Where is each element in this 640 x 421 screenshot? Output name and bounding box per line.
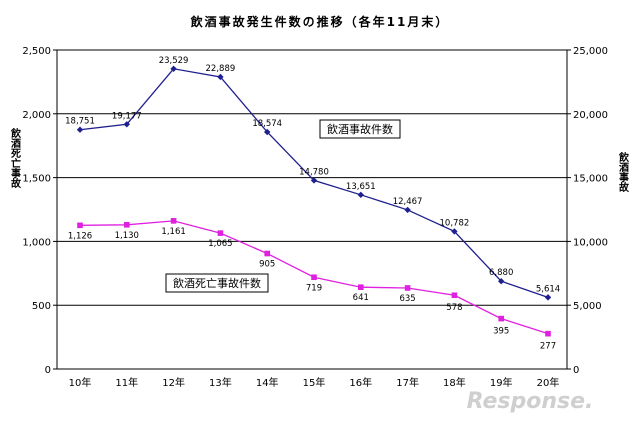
axes xyxy=(56,50,568,370)
series-point-1 xyxy=(544,294,552,301)
legend-label-2: 飲酒死亡事故件数 xyxy=(173,276,261,290)
series-point-2 xyxy=(358,284,364,291)
data-label-2: 719 xyxy=(306,283,322,293)
left-tick-label: 2,500 xyxy=(22,46,51,57)
data-label-1: 23,529 xyxy=(159,56,189,66)
x-tick-label: 20年 xyxy=(537,376,560,389)
x-tick-label: 17年 xyxy=(396,376,419,389)
data-label-1: 18,751 xyxy=(65,117,95,127)
series-point-2 xyxy=(311,274,317,281)
left-tick-label: 500 xyxy=(32,301,51,312)
data-label-2: 578 xyxy=(446,303,462,313)
x-axis-ticks: 10年 11年 12年 13年 14年 15年 16年 17年 18年 19年 20年 xyxy=(69,376,560,389)
data-label-1: 5,614 xyxy=(536,284,560,294)
series-point-1 xyxy=(404,206,411,214)
data-label-2: 905 xyxy=(259,260,275,270)
series-point-1 xyxy=(310,177,318,184)
series-point-2 xyxy=(217,230,224,236)
data-label-2: 1,126 xyxy=(68,231,92,241)
left-axis-ticks: 0 500 1,000 1,500 2,000 2,500 xyxy=(22,46,57,376)
data-label-2: 641 xyxy=(353,293,369,303)
data-label-2: 1,130 xyxy=(115,231,139,241)
legend-box-1 xyxy=(319,119,401,139)
data-label-2: 395 xyxy=(493,327,509,337)
series-point-1 xyxy=(264,128,271,136)
x-tick-label: 19年 xyxy=(490,376,513,389)
right-tick-label: 20,000 xyxy=(573,110,608,121)
right-axis-ticks: 0 5,000 10,000 15,000 20,000 25,000 xyxy=(567,46,608,376)
series-point-2 xyxy=(170,218,177,224)
series-point-1 xyxy=(357,191,364,199)
series-point-2 xyxy=(498,315,504,322)
series-point-2 xyxy=(545,330,551,337)
data-label-1: 18,574 xyxy=(252,119,282,129)
series-group: 18,751 19,177 23,529 22,889 18,574 14,780 13,6… xyxy=(65,56,560,352)
right-tick-label: 0 xyxy=(573,365,579,376)
watermark-logo: Response. xyxy=(467,389,594,414)
series-point-1 xyxy=(217,73,224,81)
series-point-1 xyxy=(170,65,177,72)
data-label-2: 277 xyxy=(540,342,556,352)
series-point-1 xyxy=(451,228,458,235)
series-point-2 xyxy=(264,250,270,257)
right-tick-label: 5,000 xyxy=(573,301,602,312)
left-axis-label: 飲酒死亡事故 xyxy=(9,127,22,189)
x-tick-label: 13年 xyxy=(209,376,232,389)
data-label-2: 1,065 xyxy=(208,239,232,249)
data-label-1: 13,651 xyxy=(346,182,376,192)
x-tick-label: 18年 xyxy=(443,376,466,389)
legend-label-1: 飲酒事故件数 xyxy=(327,122,393,136)
x-tick-label: 16年 xyxy=(349,376,372,389)
data-label-1: 19,177 xyxy=(112,111,142,121)
x-tick-label: 11年 xyxy=(115,376,138,389)
series-point-2 xyxy=(77,222,83,229)
right-axis-label: 飲酒事故 xyxy=(617,151,630,193)
series-point-2 xyxy=(404,285,411,291)
right-tick-label: 25,000 xyxy=(573,46,608,57)
series-point-2 xyxy=(451,292,458,299)
data-label-1: 10,782 xyxy=(440,218,470,228)
data-label-1: 12,467 xyxy=(393,197,423,207)
left-tick-label: 1,500 xyxy=(22,174,51,185)
x-tick-label: 14年 xyxy=(256,376,279,389)
data-label-1: 14,780 xyxy=(299,167,329,177)
x-tick-label: 12年 xyxy=(162,376,185,389)
left-tick-label: 2,000 xyxy=(22,110,51,121)
data-label-2: 635 xyxy=(399,294,415,304)
data-label-2: 1,161 xyxy=(161,227,185,237)
series-point-1 xyxy=(498,278,505,285)
x-tick-label: 10年 xyxy=(69,376,92,389)
chart-title: 飲酒事故発生件数の推移（各年11月末） xyxy=(190,14,450,29)
series-point-2 xyxy=(124,222,130,228)
series-point-1 xyxy=(76,126,84,133)
x-tick-label: 15年 xyxy=(303,376,326,389)
left-tick-label: 1,000 xyxy=(22,237,51,248)
right-tick-label: 15,000 xyxy=(573,174,608,185)
legend-box-2 xyxy=(165,273,269,293)
data-label-1: 6,880 xyxy=(489,268,513,278)
data-label-1: 22,889 xyxy=(206,64,236,74)
right-tick-label: 10,000 xyxy=(573,237,608,248)
left-tick-label: 0 xyxy=(45,365,51,376)
series-point-1 xyxy=(123,121,130,128)
